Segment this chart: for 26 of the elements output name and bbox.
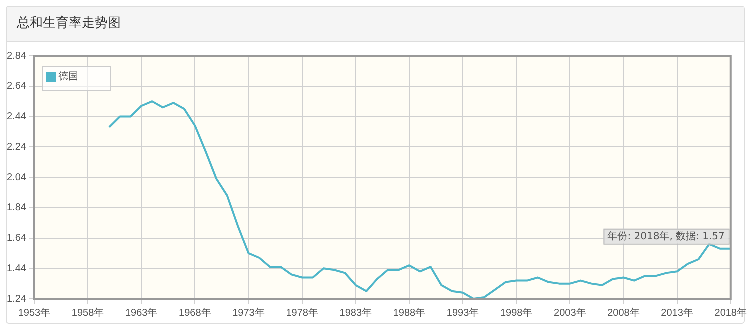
y-tick-label: 1.84 xyxy=(6,202,27,214)
chart-title: 总和生育率走势图 xyxy=(7,7,744,42)
y-tick-label: 2.24 xyxy=(6,142,27,153)
y-tick-label: 1.64 xyxy=(6,233,27,244)
x-tick-label: 1958年 xyxy=(72,306,104,319)
y-tick-label: 1.44 xyxy=(6,263,27,274)
x-tick-label: 2018年 xyxy=(714,306,747,319)
y-tick-label: 1.24 xyxy=(6,294,27,305)
x-tick-label: 1978年 xyxy=(286,306,318,319)
y-tick-label: 2.64 xyxy=(6,81,27,92)
x-tick-label: 1998年 xyxy=(500,306,533,319)
x-tick-label: 1963年 xyxy=(125,306,158,319)
x-tick-label: 1988年 xyxy=(393,306,426,319)
x-tick-label: 2013年 xyxy=(661,306,694,319)
y-tick-label: 2.44 xyxy=(6,112,27,122)
x-tick-label: 1953年 xyxy=(18,306,51,319)
y-tick-label: 2.84 xyxy=(6,50,27,62)
y-tick-label: 2.04 xyxy=(6,172,27,184)
x-tick-label: 2008年 xyxy=(608,306,640,319)
x-tick-label: 2003年 xyxy=(554,306,586,319)
x-tick-label: 1993年 xyxy=(446,306,480,319)
annotation: 年份: 2018年, 数据: 1.57 xyxy=(608,230,725,242)
legend-label: 德国 xyxy=(58,72,78,83)
x-tick-label: 1983年 xyxy=(340,306,372,319)
x-tick-label: 1973年 xyxy=(232,306,265,319)
x-tick-label: 1968年 xyxy=(179,306,212,319)
